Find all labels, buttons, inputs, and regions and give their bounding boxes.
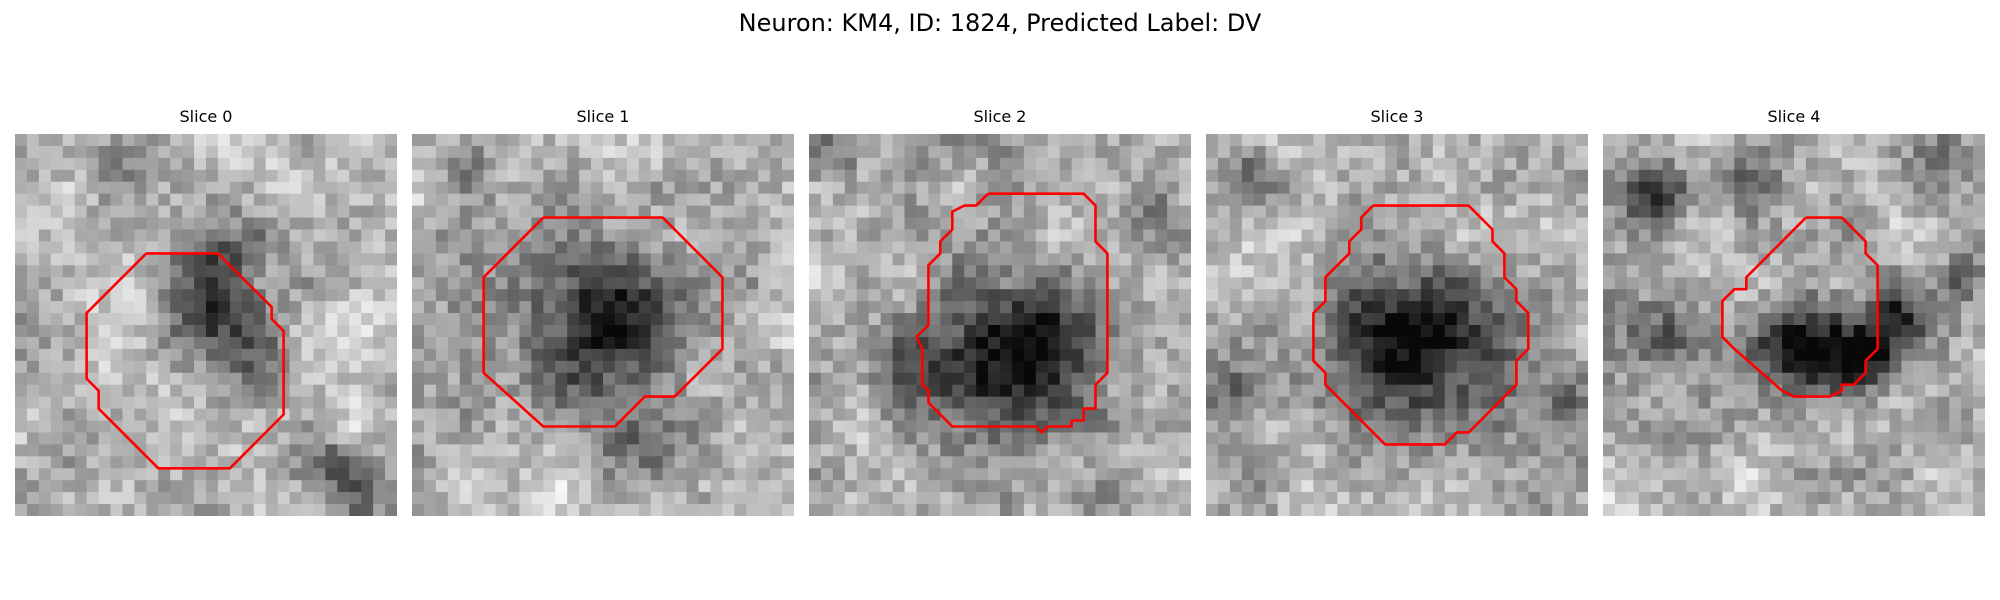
- segmentation-contour: [1721, 216, 1879, 398]
- figure-title: Neuron: KM4, ID: 1824, Predicted Label: …: [738, 9, 1262, 37]
- slice-image-2: [809, 134, 1191, 516]
- slice-title-4: Slice 4: [1767, 107, 1821, 126]
- slice-panel-3: Slice 3: [1206, 104, 1588, 516]
- segmentation-contour: [1312, 204, 1530, 446]
- slice-panel-0: Slice 0: [15, 104, 397, 516]
- slice-panel-2: Slice 2: [809, 104, 1191, 516]
- slice-title-3: Slice 3: [1370, 107, 1424, 126]
- segmentation-contour: [482, 216, 724, 428]
- slice-panel-4: Slice 4: [1603, 104, 1985, 516]
- slice-title-2: Slice 2: [973, 107, 1027, 126]
- slice-image-0: [15, 134, 397, 516]
- slice-image-3: [1206, 134, 1588, 516]
- segmentation-contour: [915, 192, 1109, 434]
- slice-panel-1: Slice 1: [412, 104, 794, 516]
- segmentation-contour: [85, 252, 285, 470]
- slice-title-1: Slice 1: [576, 107, 630, 126]
- slice-image-4: [1603, 134, 1985, 516]
- slice-title-0: Slice 0: [179, 107, 233, 126]
- slice-image-1: [412, 134, 794, 516]
